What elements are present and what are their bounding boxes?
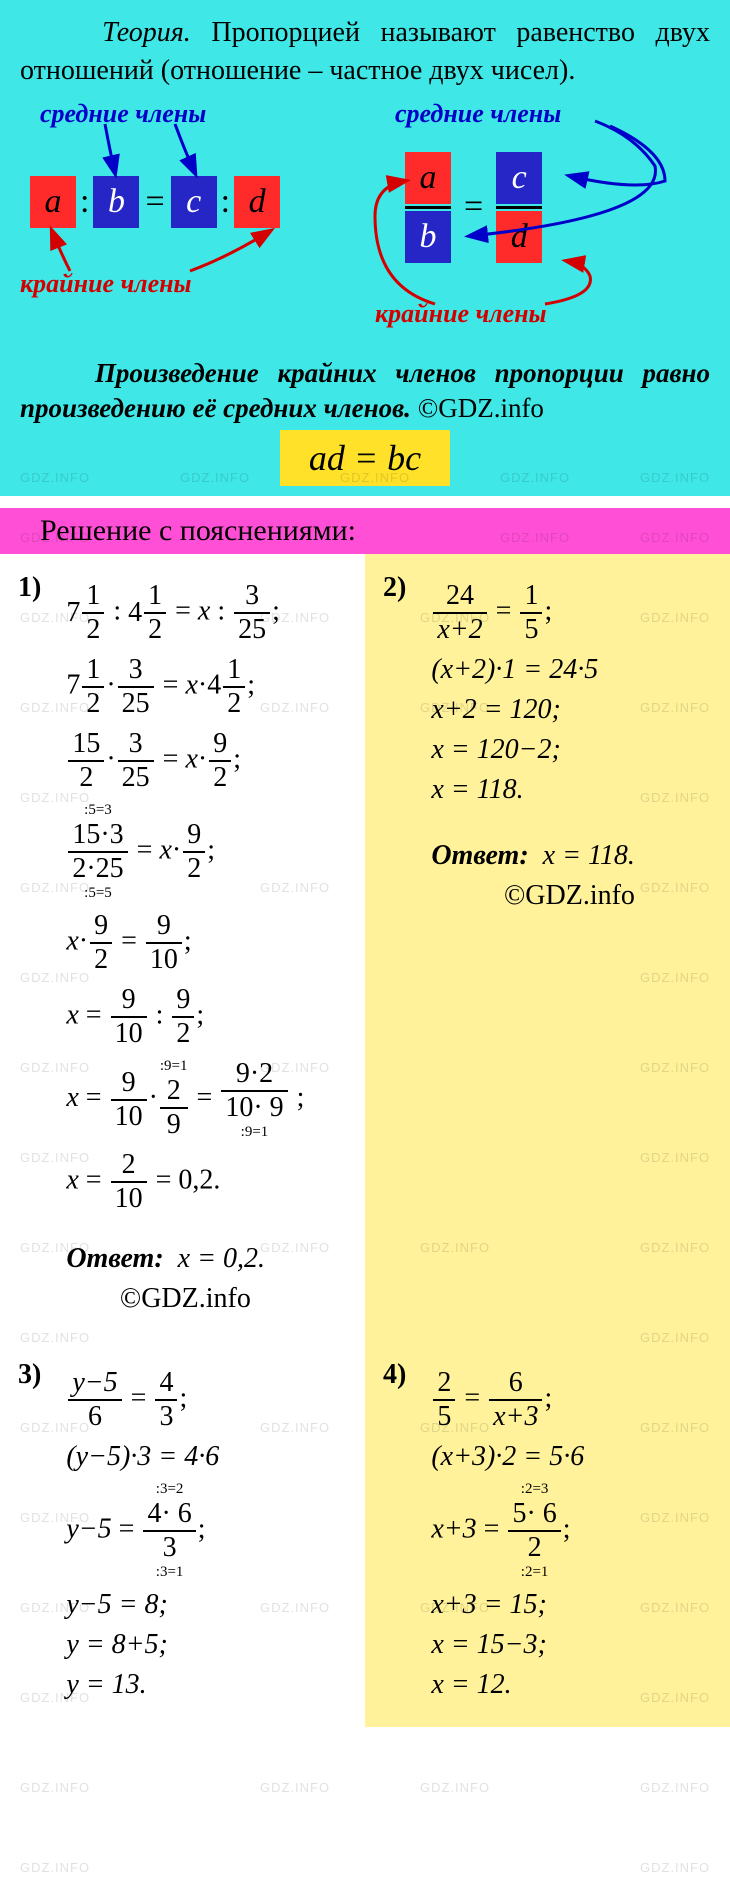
term-d2: d [496, 211, 542, 263]
problem-number: 2) [383, 572, 406, 604]
term-c2: c [496, 152, 542, 204]
proportion-diagram: средние члены a:b=c:d крайние члены сред… [20, 96, 710, 356]
theory-lead: Теория. [102, 17, 191, 48]
term-b2: b [405, 211, 451, 263]
term-c: c [171, 176, 217, 228]
problem-number: 3) [18, 1359, 41, 1391]
mid-label-left: средние члены [40, 96, 206, 131]
problem-number: 4) [383, 1359, 406, 1391]
watermark: GDZ.INFO [640, 1780, 710, 1795]
ext-label-right: крайние члены [375, 296, 547, 331]
colon-icon: : [76, 179, 93, 225]
mid-label-right: средние члены [395, 96, 561, 131]
theory-rule: Произведение крайних членов пропорции ра… [20, 356, 710, 426]
solution-4: 4) 25 = 6x+3; (x+3)·2 = 5·6 x+3 = :2=35·… [365, 1341, 730, 1727]
solutions-header: Решение с пояснениями: [0, 508, 730, 554]
formula-highlight: ad = bc [280, 430, 450, 487]
answer-value: x = 0,2. [178, 1243, 265, 1274]
term-a2: a [405, 152, 451, 204]
solutions-grid: 1) 712 : 412 = x : 325; 712·325 = x·412;… [0, 554, 730, 1727]
solution-1: 1) 712 : 412 = x : 325; 712·325 = x·412;… [0, 554, 365, 1341]
term-a: a [30, 176, 76, 228]
theory-intro: Теория. Пропорцией называют равенство дв… [20, 14, 710, 90]
answer-label: Ответ: [431, 840, 528, 871]
rule-text: Произведение крайних членов пропорции ра… [20, 358, 710, 423]
copyright: ©GDZ.info [431, 880, 635, 912]
diagram-fraction: средние члены a b = c d крайние члены [365, 96, 710, 356]
diagram-linear: средние члены a:b=c:d крайние члены [20, 96, 365, 356]
copyright: ©GDZ.info [66, 1283, 304, 1315]
watermark: GDZ.INFO [20, 1780, 90, 1795]
term-b: b [93, 176, 139, 228]
equals-icon: = [458, 184, 489, 230]
theory-box: Теория. Пропорцией называют равенство дв… [0, 0, 730, 496]
problem-number: 1) [18, 572, 41, 604]
answer-label: Ответ: [66, 1243, 163, 1274]
answer-value: x = 118. [543, 840, 635, 871]
ext-label-left: крайние члены [20, 266, 192, 301]
equals-icon: = [139, 179, 170, 225]
colon-icon: : [217, 179, 234, 225]
watermark: GDZ.INFO [260, 1780, 330, 1795]
watermark: GDZ.INFO [420, 1780, 490, 1795]
watermark: GDZ.INFO [20, 1860, 90, 1875]
solution-3: 3) y−56 = 43; (y−5)·3 = 4·6 y−5 = :3=24·… [0, 1341, 365, 1727]
term-d: d [234, 176, 280, 228]
watermark: GDZ.INFO [640, 1860, 710, 1875]
copyright: ©GDZ.info [418, 393, 544, 423]
solution-2: 2) 24x+2 = 15; (x+2)·1 = 24·5 x+2 = 120;… [365, 554, 730, 1341]
